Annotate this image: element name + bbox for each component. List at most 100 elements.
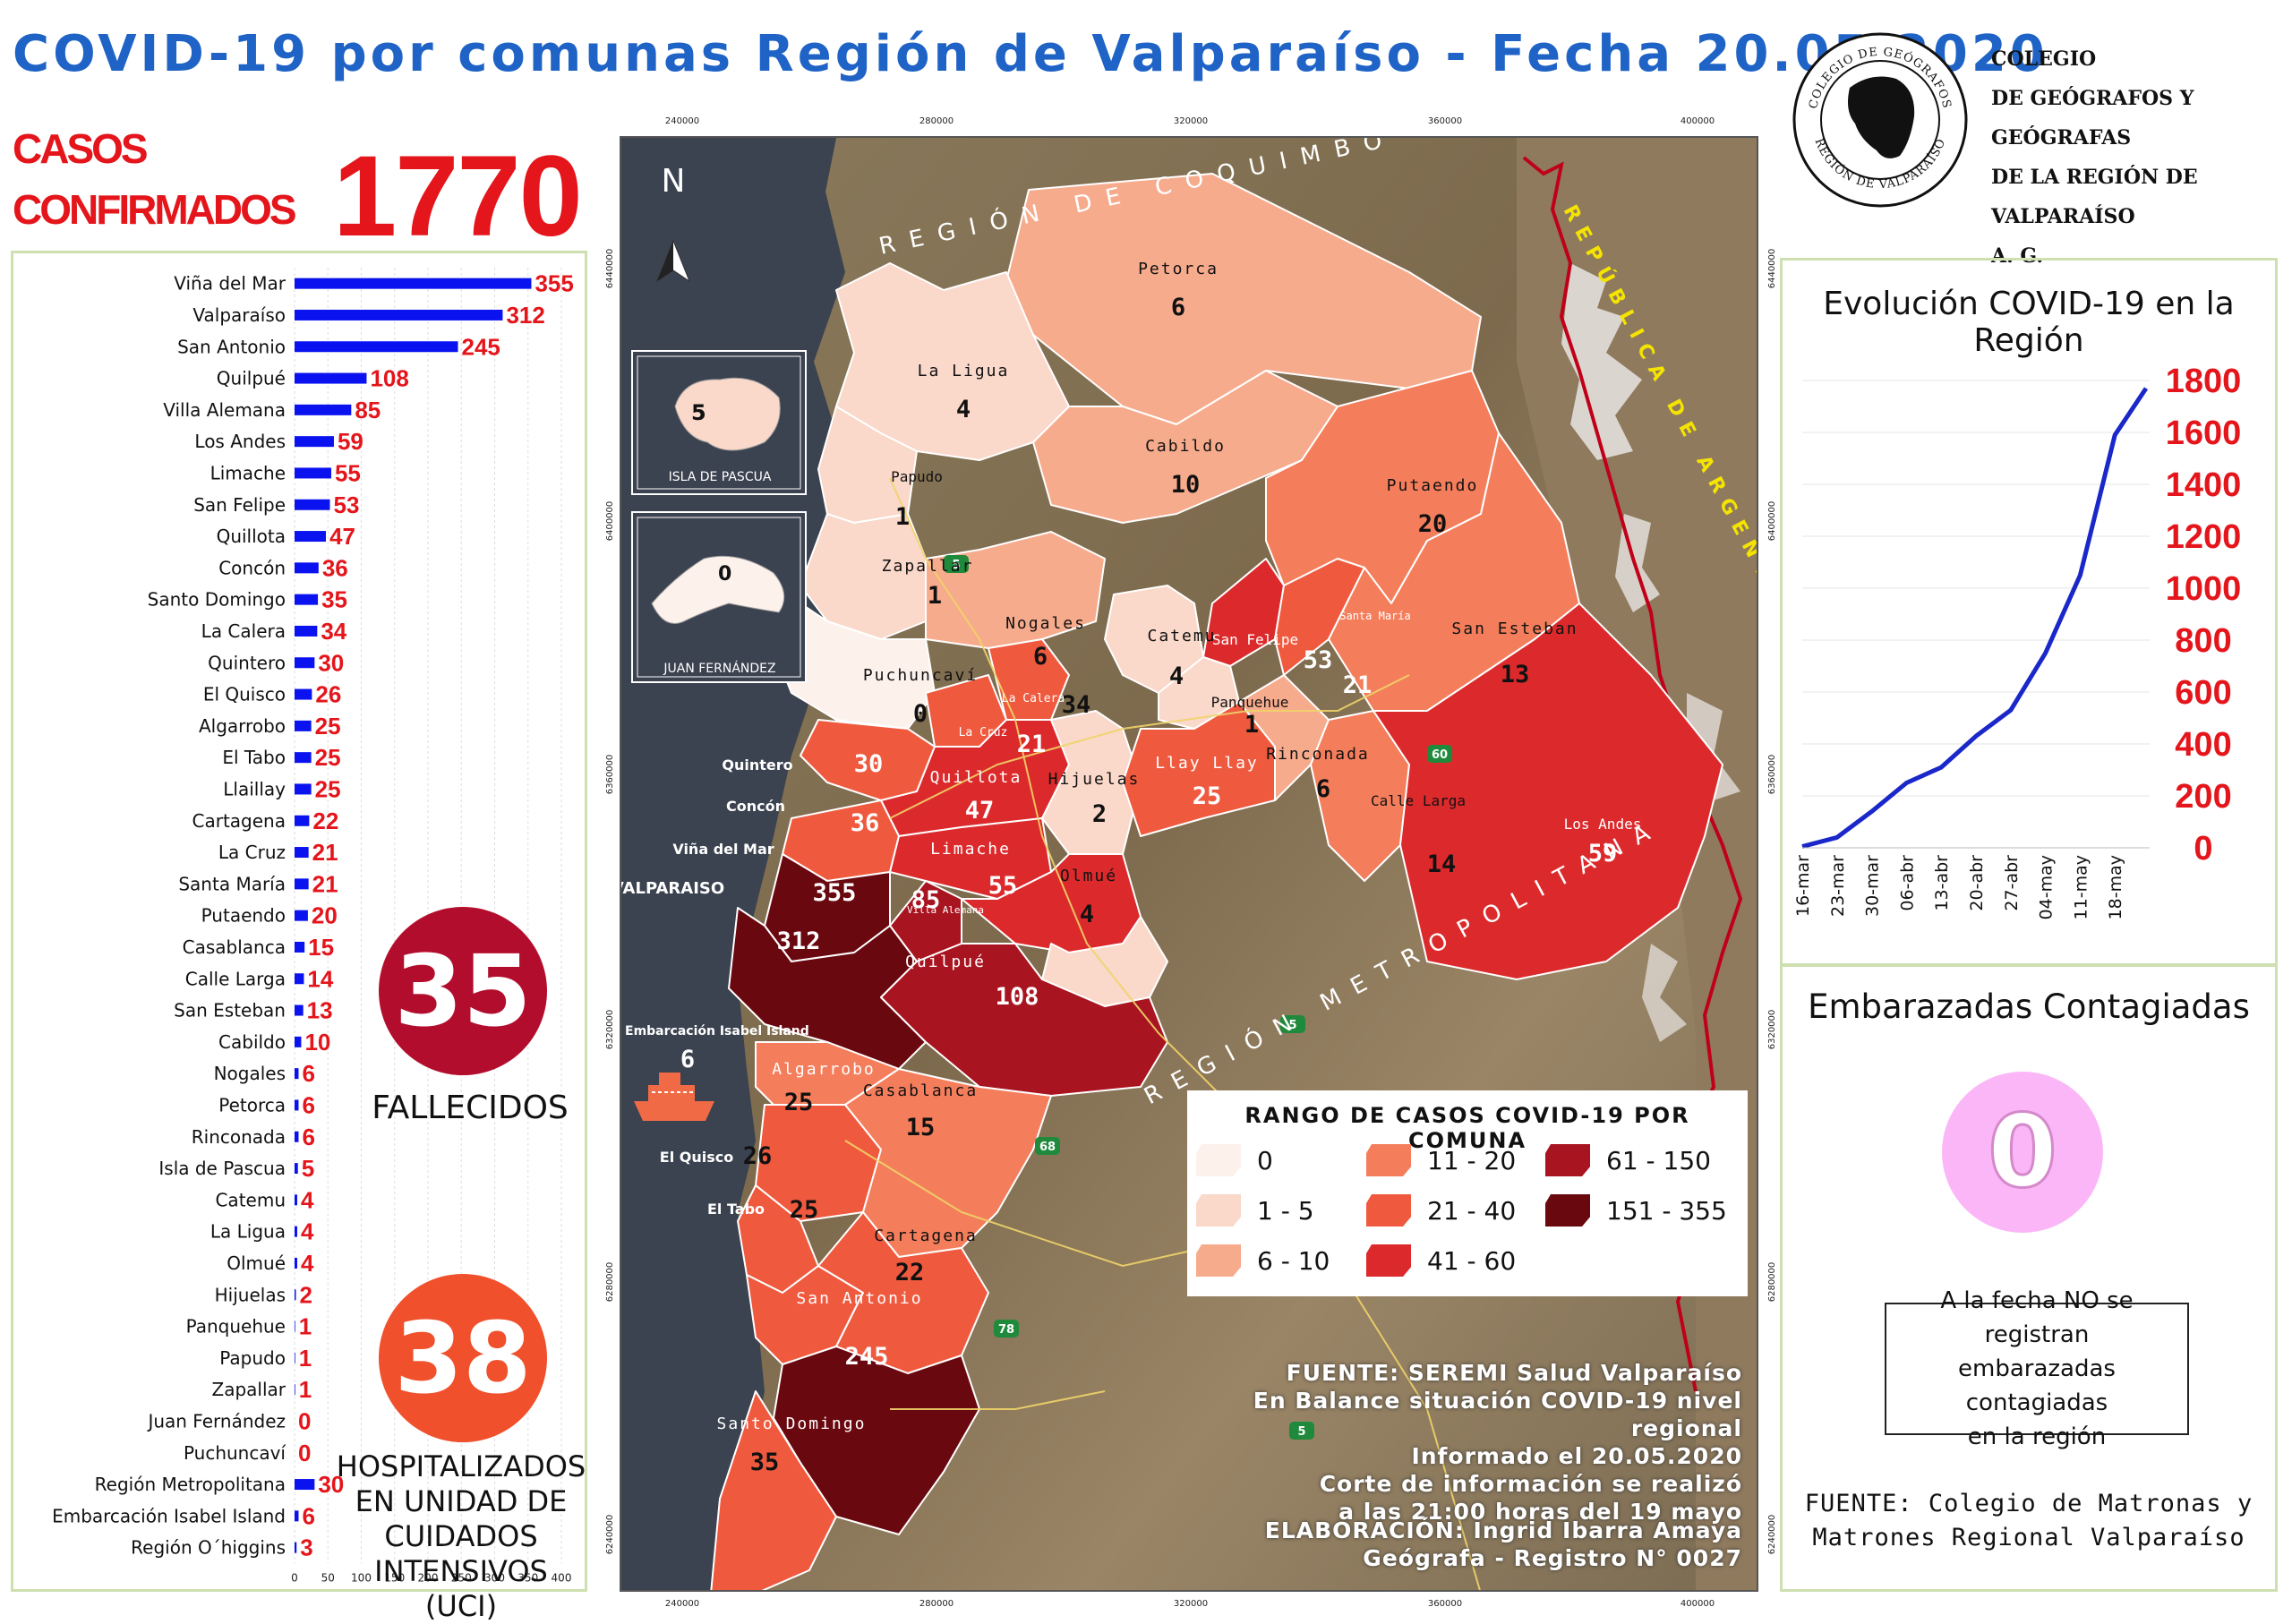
bar-category-label: Limache [210,462,286,483]
route-shield [944,555,969,573]
commune-name: Viña del Mar [672,841,774,858]
pregnant-note: A la fecha NO se registran embarazadas c… [1885,1287,2189,1450]
isla-de-pascua-label: ISLA DE PASCUA [669,470,772,484]
snow-patch [1642,944,1687,1042]
commune-value: 10 [1171,471,1201,499]
commune-name: El Quisco [660,1149,733,1166]
map-legend: RANGO DE CASOS COVID-19 POR COMUNA 0 1 -… [1187,1090,1748,1296]
bar-chart-x-axis: 0 50 100 150 200 250 300 350 400 [291,1571,571,1584]
evolution-y-tick-label: 800 [2175,622,2231,660]
commune-value: 25 [784,1089,814,1116]
icu-label-line: EN UNIDAD DE [355,1484,568,1518]
bar [295,341,458,353]
coord-y-label: 6360000 [605,755,615,795]
commune-name: Catemu [1147,627,1216,645]
bar-value-label: 55 [335,459,361,486]
legend-item-label: 11 - 20 [1427,1145,1517,1175]
commune-la-calera [988,638,1070,721]
bar [295,1257,297,1269]
map-credit-line: Geógrafa - Registro N° 0027 [1363,1545,1742,1571]
map-source-line: FUENTE: SEREMI Salud Valparaíso [1286,1360,1742,1386]
legend-item: 11 - 20 [1366,1144,1516,1176]
legend-item-label: 6 - 10 [1257,1245,1330,1276]
legend-item-label: 61 - 150 [1606,1145,1711,1175]
legend-item: 1 - 5 [1196,1194,1314,1227]
college-name-line: DE LA REGIÓN DE VALPARAÍSO [1991,166,2198,228]
commune-name: La Ligua [918,362,1010,380]
coord-y-label: 6320000 [1767,1010,1777,1050]
commune-value: 36 [851,809,880,837]
bar-category-label: Isla de Pascua [158,1158,286,1179]
evolution-y-tick-label: 1600 [2166,415,2242,452]
ship-icon [634,1073,714,1121]
bar-value-label: 5 [302,1155,314,1182]
bar-x-tick-label: 200 [418,1571,439,1584]
commune-name: Limache [930,840,1011,859]
pregnant-panel: Embarazadas Contagiadas 0 A la fecha NO … [1780,963,2278,1592]
evolution-y-tick-label: 0 [2194,830,2212,868]
commune-value: 25 [790,1196,819,1224]
coord-x-label: 240000 [665,1599,699,1609]
commune-name: Quintero [722,756,792,774]
route-label: 5 [1297,1425,1305,1439]
legend-swatch [1366,1144,1411,1176]
commune-cartagena [817,1211,989,1374]
bar [295,657,315,669]
commune-name: Algarrobo [772,1060,876,1079]
bar-value-label: 34 [321,618,346,645]
bar-category-label: Viña del Mar [174,273,286,295]
route-label: 78 [998,1323,1014,1337]
commune-casablanca [844,1068,1052,1258]
route-shield [994,1320,1019,1338]
bar [295,562,319,574]
evolution-x-tick-label: 20-abr [1967,855,1987,911]
bar [295,309,503,321]
coord-x-label: 320000 [1174,1599,1208,1609]
bar [295,1099,299,1111]
commune-cabildo [1032,370,1338,524]
coord-y-label: 6320000 [605,1010,615,1050]
commune-value: 6 [1033,643,1048,671]
icu-label-line: HOSPITALIZADOS [336,1449,586,1483]
bar-category-label: Cabildo [218,1031,286,1053]
commune-value: 21 [1343,671,1373,699]
commune-name: Putaendo [1387,476,1479,495]
map-source-line: En Balance situación COVID-19 nivel regi… [1253,1388,1742,1441]
evolution-y-tick-label: 1200 [2166,518,2242,556]
commune-name: Quilpué [905,953,986,971]
bar [295,1542,297,1553]
commune-name: Zapallar [882,557,974,576]
bar [295,594,319,605]
bar-category-label: Zapallar [212,1379,286,1400]
legend-swatch [1366,1194,1411,1227]
bar-value-label: 25 [315,713,341,739]
coord-x-label: 360000 [1428,1599,1462,1609]
commune-name: La Cruz [959,726,1008,739]
bar-x-tick-label: 0 [291,1571,298,1584]
region-map-svg: 5 60 68 78 5 5 REGIÓN DE COQUIMBO REGIÓN… [621,138,1757,1590]
bar-value-label: 59 [338,428,363,455]
bar-value-label: 1 [299,1345,312,1372]
evolution-y-tick-label: 400 [2175,726,2231,764]
bar [295,467,331,479]
legend-item-label: 151 - 355 [1606,1195,1727,1226]
bar-value-label: 312 [506,302,544,329]
bar [295,815,310,826]
coord-x-label: 240000 [665,116,699,126]
bar-value-label: 15 [308,934,334,961]
bar-category-label: San Esteban [174,1000,286,1021]
pregnant-note-line: en la región [1967,1423,2107,1450]
commune-value: 312 [777,927,821,955]
coord-y-label: 6240000 [605,1515,615,1555]
bar-value-label: 21 [312,839,338,866]
bar [295,278,532,289]
region-silhouette-icon [1848,76,1915,158]
bar-category-label: El Tabo [222,747,286,768]
pregnant-circle: 0 [1942,1072,2103,1233]
bar-x-tick-label: 250 [451,1571,472,1584]
commune-value: 35 [750,1449,780,1476]
evolution-x-tick-label: 13-abr [1932,855,1952,911]
bar-value-label: 0 [298,1440,311,1466]
bar-category-label: Papudo [219,1347,286,1369]
route-label: 60 [1432,748,1448,762]
